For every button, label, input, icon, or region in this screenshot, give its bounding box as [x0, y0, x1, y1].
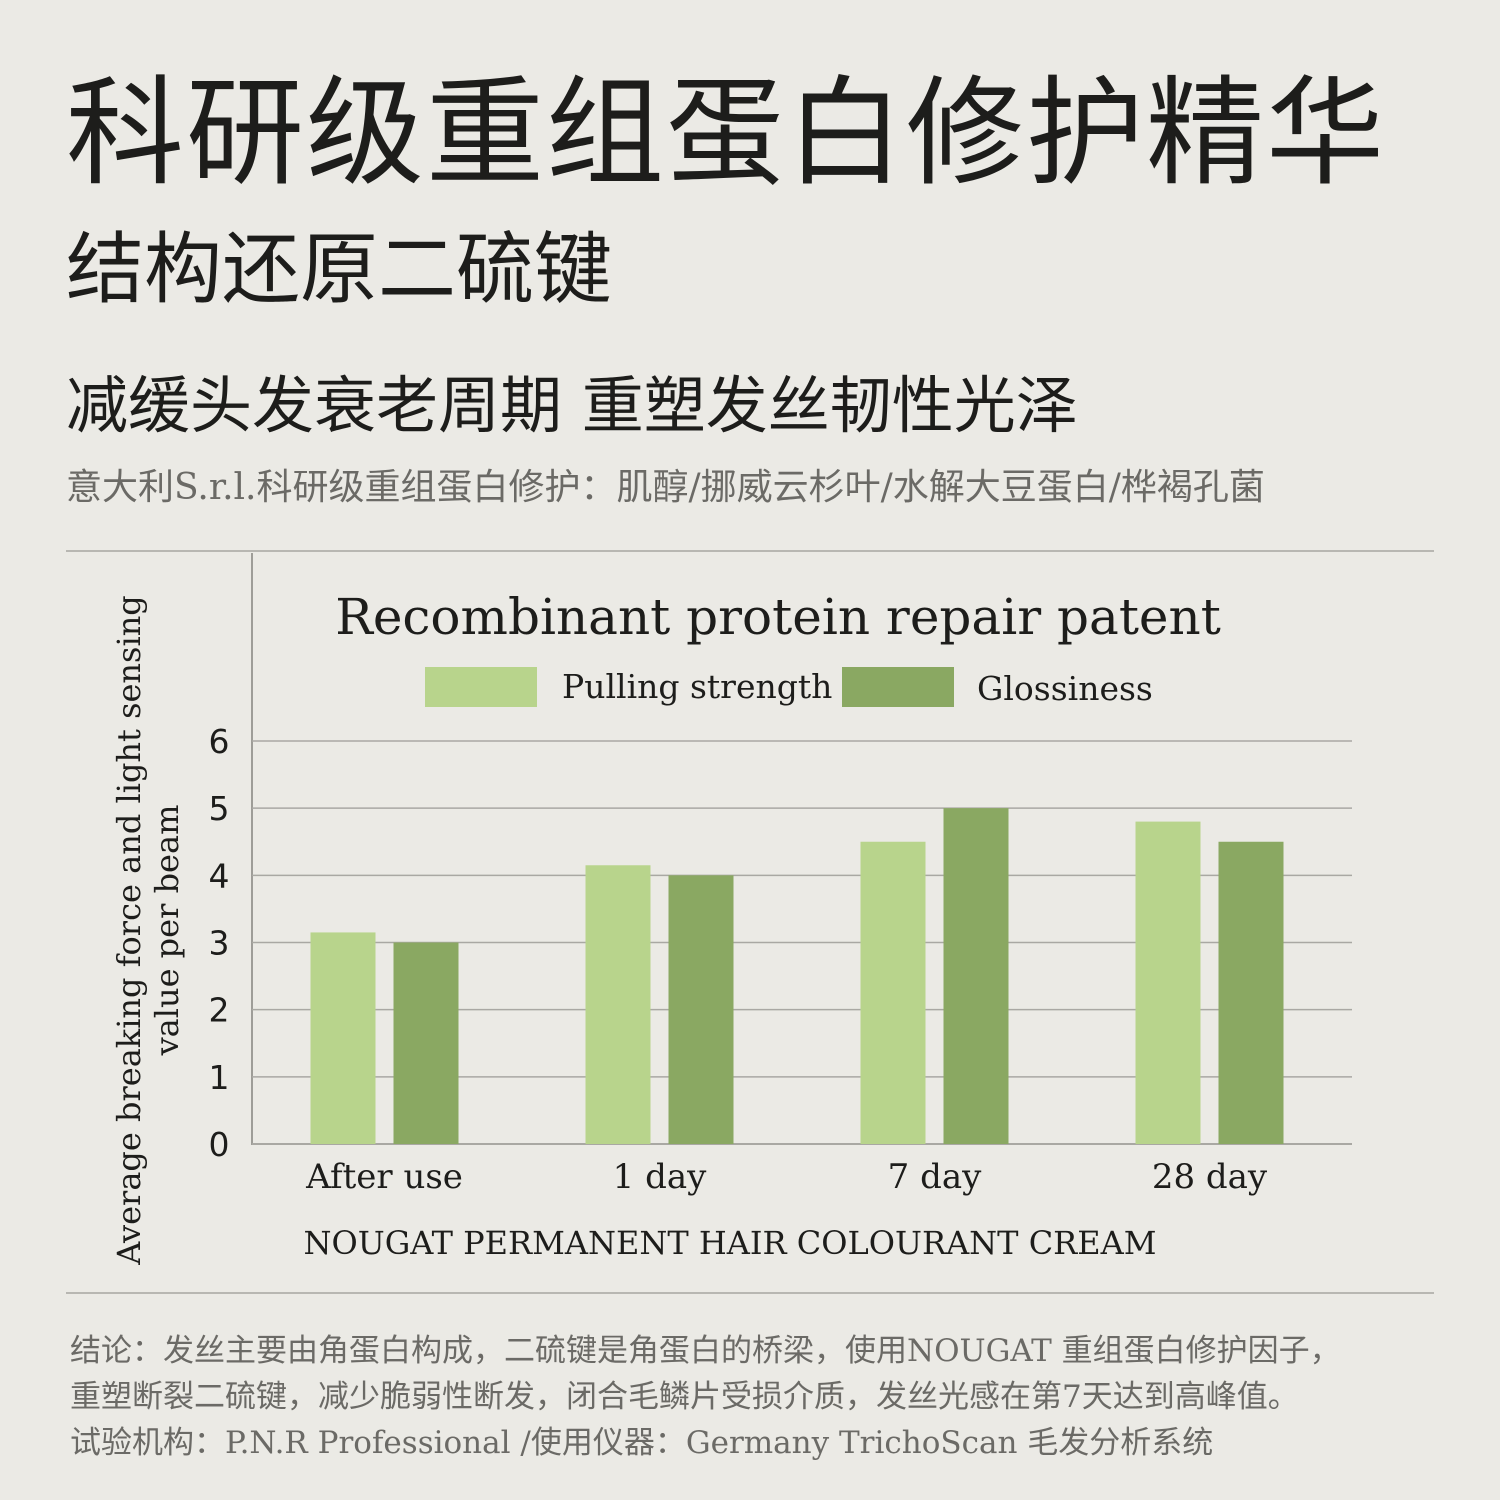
y-tick-label: 4 [209, 856, 230, 895]
bar [860, 841, 926, 1144]
bars [310, 808, 1284, 1144]
y-tick-labels: 0 1 2 3 4 5 6 [209, 722, 230, 1164]
top-divider [66, 550, 1434, 552]
conclusion-line-2: 重塑断裂二硫键，减少脆弱性断发，闭合毛鳞片受损介质，发丝光感在第7天达到高峰值。 [70, 1379, 1299, 1415]
bar [585, 865, 651, 1144]
bar [393, 942, 459, 1144]
y-tick-label: 5 [209, 789, 230, 828]
legend-label-glossiness: Glossiness [977, 669, 1153, 708]
y-axis-label-line2: value per beam [148, 805, 186, 1057]
bottom-divider [66, 1292, 1434, 1294]
bar [668, 875, 734, 1144]
page-title: 科研级重组蛋白修护精华 [66, 64, 1387, 202]
y-axis-label: Average breaking force and light sensing… [110, 595, 186, 1266]
y-tick-label: 6 [209, 722, 230, 761]
y-tick-label: 2 [209, 991, 230, 1030]
x-tick-label: 1 day [613, 1157, 707, 1197]
conclusion-line-1: 结论：发丝主要由角蛋白构成，二硫键是角蛋白的桥梁，使用NOUGAT 重组蛋白修护… [70, 1333, 1341, 1369]
conclusion-block: 结论：发丝主要由角蛋白构成，二硫键是角蛋白的桥梁，使用NOUGAT 重组蛋白修护… [70, 1328, 1450, 1466]
y-tick-label: 0 [209, 1125, 230, 1164]
legend-swatch-glossiness [842, 667, 954, 707]
x-tick-label: After use [305, 1157, 463, 1197]
y-tick-label: 1 [209, 1058, 230, 1097]
x-tick-label: 7 day [888, 1157, 982, 1197]
ingredients-line: 意大利S.r.l.科研级重组蛋白修护：肌醇/挪威云杉叶/水解大豆蛋白/桦褐孔菌 [66, 467, 1265, 508]
bar [1218, 841, 1284, 1144]
bar [943, 808, 1009, 1144]
legend: Pulling strength Glossiness [425, 667, 1153, 708]
conclusion-line-3: 试验机构：P.N.R Professional /使用仪器：Germany Tr… [70, 1425, 1214, 1461]
legend-label-pulling-strength: Pulling strength [562, 667, 832, 706]
page-subtitle: 结构还原二硫键 [66, 225, 613, 315]
x-tick-label: 28 day [1152, 1157, 1268, 1197]
bar [1135, 821, 1201, 1144]
y-tick-label: 3 [209, 924, 230, 963]
legend-swatch-pulling-strength [425, 667, 537, 707]
x-axis-label: NOUGAT PERMANENT HAIR COLOURANT CREAM [304, 1224, 1157, 1262]
x-tick-labels: After use 1 day 7 day 28 day [305, 1157, 1268, 1197]
y-axis-label-line1: Average breaking force and light sensing [110, 595, 148, 1266]
bar [310, 932, 376, 1144]
chart-title: Recombinant protein repair patent [335, 588, 1221, 646]
tagline: 减缓头发衰老周期 重塑发丝韧性光泽 [66, 369, 1078, 442]
